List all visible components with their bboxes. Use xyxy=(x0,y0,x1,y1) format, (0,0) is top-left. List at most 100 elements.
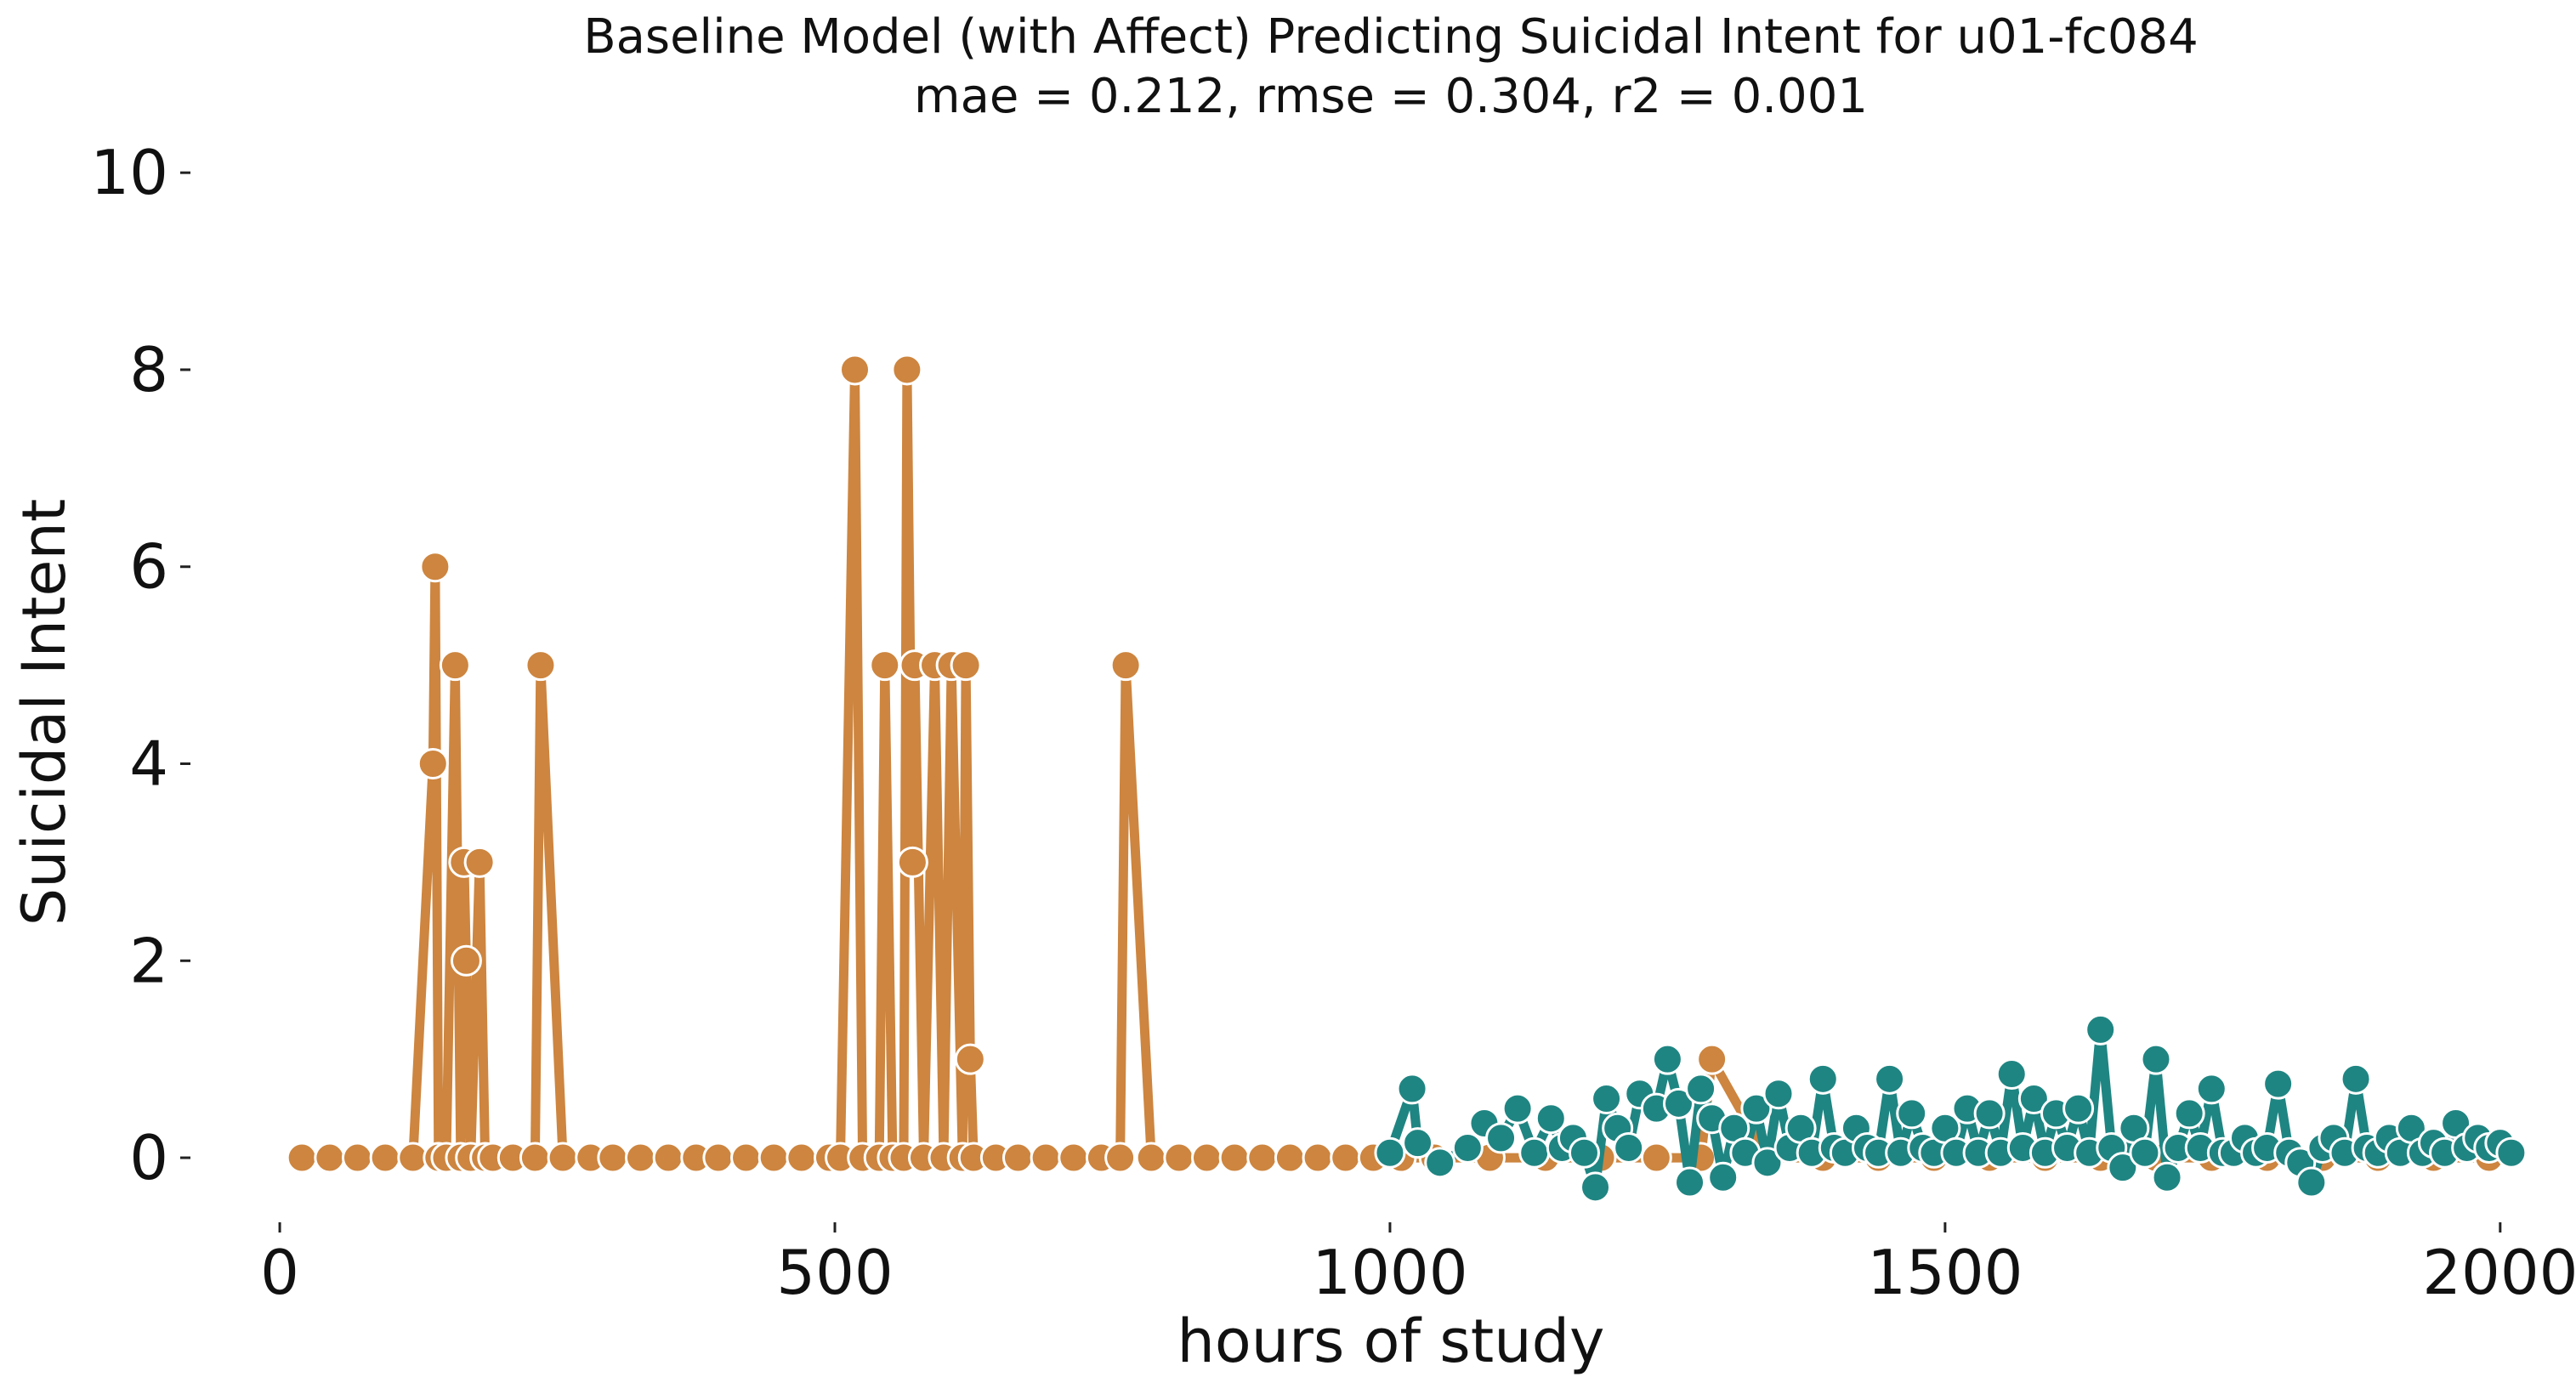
data-point-predicted xyxy=(1762,1078,1795,1110)
data-point-predicted xyxy=(1518,1136,1551,1169)
data-point-predicted xyxy=(1501,1092,1534,1125)
data-point-observed xyxy=(702,1142,735,1174)
data-point-observed xyxy=(369,1142,401,1174)
data-point-predicted xyxy=(1580,1171,1612,1204)
data-point-observed xyxy=(869,649,901,682)
data-point-predicted xyxy=(1451,1131,1484,1164)
x-tick-label: 1000 xyxy=(1312,1237,1467,1308)
data-point-predicted xyxy=(2017,1083,2050,1115)
data-point-predicted xyxy=(1807,1062,1839,1095)
data-point-observed xyxy=(1135,1142,1167,1174)
x-axis-label: hours of study xyxy=(1177,1306,1605,1376)
data-point-observed xyxy=(1302,1142,1334,1174)
data-point-predicted xyxy=(2495,1136,2528,1169)
data-point-observed xyxy=(417,748,449,780)
data-point-predicted xyxy=(1535,1102,1567,1135)
data-point-predicted xyxy=(1424,1147,1456,1179)
series-layer xyxy=(286,354,2528,1204)
data-point-predicted xyxy=(2085,1013,2117,1046)
data-point-predicted xyxy=(1751,1147,1784,1179)
data-point-predicted xyxy=(1740,1092,1773,1125)
y-tick-label: 0 xyxy=(129,1122,168,1193)
data-point-observed xyxy=(1163,1142,1195,1174)
y-tick-label: 10 xyxy=(90,137,168,208)
y-tick-label: 6 xyxy=(129,531,168,603)
data-point-observed xyxy=(891,354,923,386)
data-point-observed xyxy=(624,1142,656,1174)
data-point-predicted xyxy=(1591,1083,1623,1115)
data-point-observed xyxy=(286,1142,318,1174)
x-tick-label: 0 xyxy=(260,1237,299,1308)
data-point-observed xyxy=(652,1142,684,1174)
data-point-predicted xyxy=(1662,1087,1694,1119)
series-predicted xyxy=(1374,1013,2528,1204)
data-point-observed xyxy=(1218,1142,1251,1174)
data-point-predicted xyxy=(2173,1097,2205,1130)
data-point-observed xyxy=(525,649,557,682)
data-point-predicted xyxy=(1674,1166,1706,1198)
data-point-predicted xyxy=(1402,1127,1434,1159)
y-axis-label: Suicidal Intent xyxy=(9,499,79,926)
x-tick-label: 500 xyxy=(776,1237,893,1308)
data-point-observed xyxy=(463,846,496,878)
x-axis-ticks: 0 500 1000 1500 2000 xyxy=(260,1222,2576,1308)
data-point-observed xyxy=(954,1043,986,1075)
data-point-observed xyxy=(547,1142,579,1174)
data-point-predicted xyxy=(1374,1136,1406,1169)
data-point-observed xyxy=(1109,649,1142,682)
data-point-observed xyxy=(1190,1142,1223,1174)
data-point-observed xyxy=(1058,1142,1090,1174)
data-point-observed xyxy=(1030,1142,1062,1174)
y-tick-label: 4 xyxy=(129,728,168,800)
y-axis-ticks: 0 2 4 6 8 10 xyxy=(90,137,190,1193)
x-tick-label: 1500 xyxy=(1867,1237,2023,1308)
data-point-predicted xyxy=(2129,1136,2161,1169)
data-point-predicted xyxy=(1651,1043,1683,1075)
data-point-observed xyxy=(757,1142,790,1174)
data-point-observed xyxy=(786,1142,818,1174)
data-point-predicted xyxy=(1896,1097,1928,1130)
data-point-observed xyxy=(1640,1142,1672,1174)
data-point-observed xyxy=(1330,1142,1362,1174)
x-tick-label: 2000 xyxy=(2422,1237,2576,1308)
data-point-predicted xyxy=(2295,1166,2328,1198)
data-point-predicted xyxy=(2107,1152,2139,1184)
data-point-observed xyxy=(730,1142,763,1174)
data-point-predicted xyxy=(2063,1092,2095,1125)
data-point-observed xyxy=(1001,1142,1034,1174)
data-point-predicted xyxy=(2262,1068,2295,1100)
data-point-observed xyxy=(419,551,451,583)
data-point-observed xyxy=(950,649,982,682)
data-point-observed xyxy=(597,1142,629,1174)
data-point-predicted xyxy=(2140,1043,2172,1075)
data-point-predicted xyxy=(2340,1062,2372,1095)
data-point-predicted xyxy=(1874,1062,1906,1095)
data-point-predicted xyxy=(1685,1073,1717,1105)
data-point-observed xyxy=(839,354,871,386)
data-point-predicted xyxy=(1485,1122,1518,1154)
data-point-predicted xyxy=(2151,1161,2183,1193)
data-point-predicted xyxy=(1707,1161,1739,1193)
data-point-predicted xyxy=(1396,1073,1428,1105)
data-point-predicted xyxy=(1613,1131,1645,1164)
data-point-observed xyxy=(1274,1142,1306,1174)
y-tick-label: 8 xyxy=(129,334,168,405)
data-point-observed xyxy=(314,1142,346,1174)
data-point-observed xyxy=(519,1142,551,1174)
data-point-predicted xyxy=(1973,1097,2006,1130)
data-point-observed xyxy=(1696,1043,1728,1075)
data-point-observed xyxy=(896,846,928,878)
data-point-observed xyxy=(341,1142,373,1174)
data-point-predicted xyxy=(2195,1073,2227,1105)
series-observed xyxy=(286,354,2505,1174)
data-point-observed xyxy=(439,649,471,682)
y-tick-label: 2 xyxy=(129,925,168,996)
chart-title: Baseline Model (with Affect) Predicting … xyxy=(583,9,2199,65)
data-point-observed xyxy=(1104,1142,1137,1174)
data-point-observed xyxy=(450,944,482,977)
chart-subtitle: mae = 0.212, rmse = 0.304, r2 = 0.001 xyxy=(914,69,1868,124)
data-point-predicted xyxy=(1568,1136,1600,1169)
series-line-observed xyxy=(297,365,2494,1163)
data-point-predicted xyxy=(1995,1058,2028,1091)
